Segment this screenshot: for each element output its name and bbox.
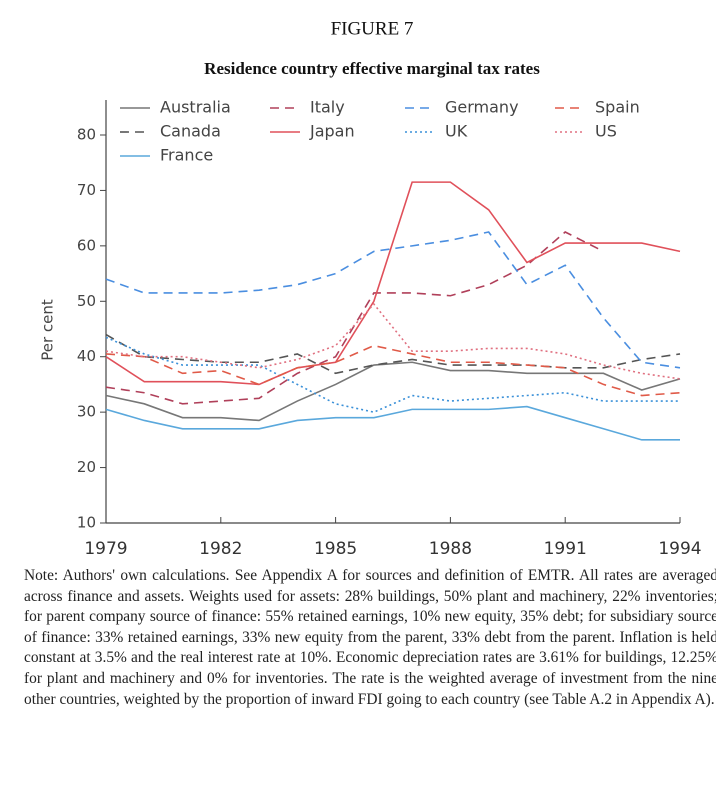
series-line bbox=[105, 181, 681, 386]
legend-label: Canada bbox=[160, 122, 221, 141]
legend-label: US bbox=[595, 122, 617, 141]
series-line bbox=[105, 405, 680, 441]
series-line bbox=[105, 344, 681, 397]
chart: FIGURE 7 Residence country effective mar… bbox=[39, 18, 702, 559]
chart-title: Residence country effective marginal tax… bbox=[204, 59, 540, 78]
legend-label: Japan bbox=[309, 122, 355, 141]
series-line bbox=[105, 333, 681, 375]
series-line bbox=[105, 336, 680, 413]
legend-label: Spain bbox=[595, 98, 640, 117]
legend-label: UK bbox=[445, 122, 468, 141]
y-tick-label: 10 bbox=[77, 514, 96, 532]
x-tick-label: 1982 bbox=[199, 539, 242, 559]
x-tick-label: 1988 bbox=[429, 539, 472, 559]
y-axis-label: Per cent bbox=[39, 299, 57, 361]
figure-label: FIGURE 7 bbox=[331, 18, 414, 39]
x-tick-label: 1979 bbox=[84, 539, 127, 559]
x-tick-label: 1991 bbox=[544, 539, 587, 559]
legend-label: Australia bbox=[160, 98, 231, 117]
series-line bbox=[105, 231, 681, 369]
series-line bbox=[105, 361, 681, 422]
y-tick-label: 30 bbox=[77, 403, 96, 421]
y-tick-label: 40 bbox=[77, 347, 96, 365]
y-tick-label: 20 bbox=[77, 458, 96, 476]
series-line bbox=[105, 302, 681, 380]
legend-label: Italy bbox=[310, 98, 345, 117]
x-tick-label: 1994 bbox=[658, 539, 701, 559]
y-tick-label: 50 bbox=[77, 292, 96, 310]
legend-label: France bbox=[160, 146, 213, 165]
series-line bbox=[105, 231, 604, 405]
y-tick-label: 80 bbox=[77, 126, 96, 144]
legend-label: Germany bbox=[445, 98, 519, 117]
y-tick-label: 70 bbox=[77, 181, 96, 199]
note: Note: Authors' own calculations. See App… bbox=[24, 567, 716, 708]
y-tick-label: 60 bbox=[77, 236, 96, 254]
x-tick-label: 1985 bbox=[314, 539, 357, 559]
